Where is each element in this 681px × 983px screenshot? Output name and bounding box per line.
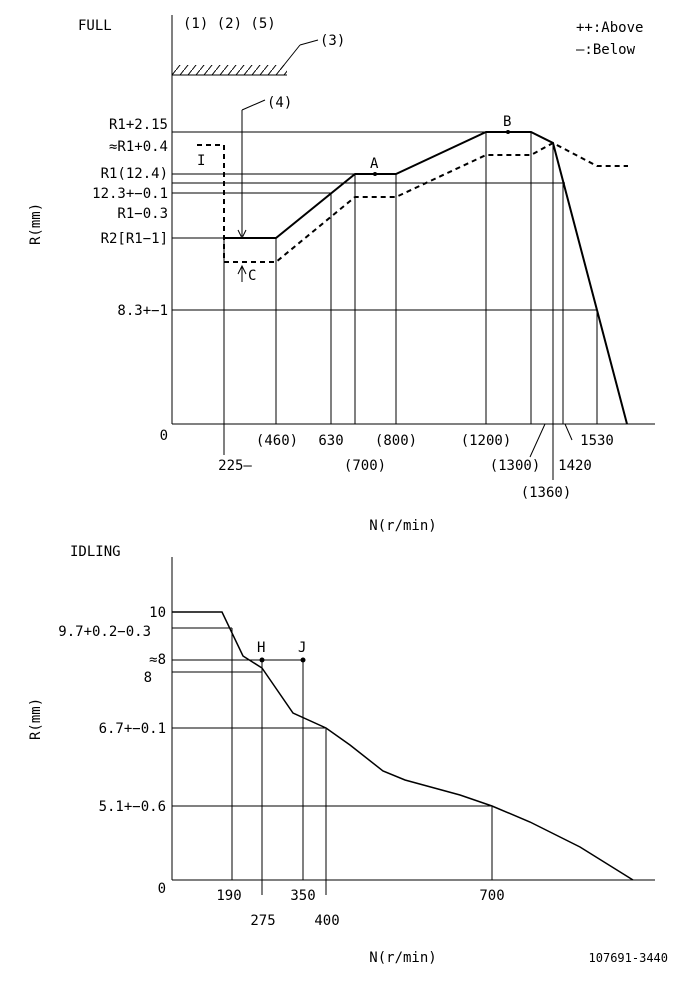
legend: ++:Above <box>576 20 643 36</box>
x-label: (1360) <box>521 485 572 501</box>
y-label: R2[R1−1] <box>101 231 168 247</box>
x-label: 1530 <box>580 433 614 449</box>
y-label: 10 <box>149 605 166 621</box>
y-axis: R(mm) <box>28 203 44 245</box>
point: H <box>257 640 265 656</box>
x-label: (460) <box>256 433 298 449</box>
point: A <box>370 156 379 172</box>
note: (1) (2) (5) <box>183 16 276 32</box>
x-label: (1200) <box>461 433 512 449</box>
x-label: 630 <box>318 433 343 449</box>
point: C <box>248 268 256 284</box>
point: I <box>197 153 205 169</box>
y-label: R1+2.15 <box>109 117 168 133</box>
x-label: 225— <box>218 458 252 474</box>
y-label: ≈R1+0.4 <box>109 139 168 155</box>
title: FULL <box>78 18 112 34</box>
y-label: ≈8 <box>149 652 166 668</box>
point: B <box>503 114 511 130</box>
y-label: 8 <box>144 670 152 686</box>
x-label: (700) <box>344 458 386 474</box>
x-label: 190 <box>216 888 241 904</box>
y-label: 0 <box>160 428 168 444</box>
note: (4) <box>267 95 292 111</box>
x-label: (800) <box>375 433 417 449</box>
full-lines <box>171 15 655 480</box>
y-label: 5.1+−0.6 <box>99 799 166 815</box>
idling-lines <box>171 557 655 895</box>
x-label: 400 <box>314 913 339 929</box>
x-axis: N(r/min) <box>369 950 436 966</box>
point: J <box>298 640 306 656</box>
x-axis: N(r/min) <box>369 518 436 534</box>
y-label: 9.7+0.2−0.3 <box>58 624 151 640</box>
x-label: 275 <box>250 913 275 929</box>
x-label: 1420 <box>558 458 592 474</box>
x-label: (1300) <box>490 458 541 474</box>
y-label: 8.3+−1 <box>117 303 168 319</box>
x-label: 700 <box>479 888 504 904</box>
y-label: 6.7+−0.1 <box>99 721 166 737</box>
code: 107691-3440 <box>589 951 668 965</box>
legend: —:Below <box>576 42 636 58</box>
y-label: R1−0.3 <box>117 206 168 222</box>
title: IDLING <box>70 544 121 560</box>
y-axis: R(mm) <box>28 698 44 740</box>
x-label: 350 <box>290 888 315 904</box>
y-label: 12.3+−0.1 <box>92 186 168 202</box>
note: (3) <box>320 33 345 49</box>
y-label: 0 <box>158 881 166 897</box>
y-label: R1(12.4) <box>101 166 168 182</box>
